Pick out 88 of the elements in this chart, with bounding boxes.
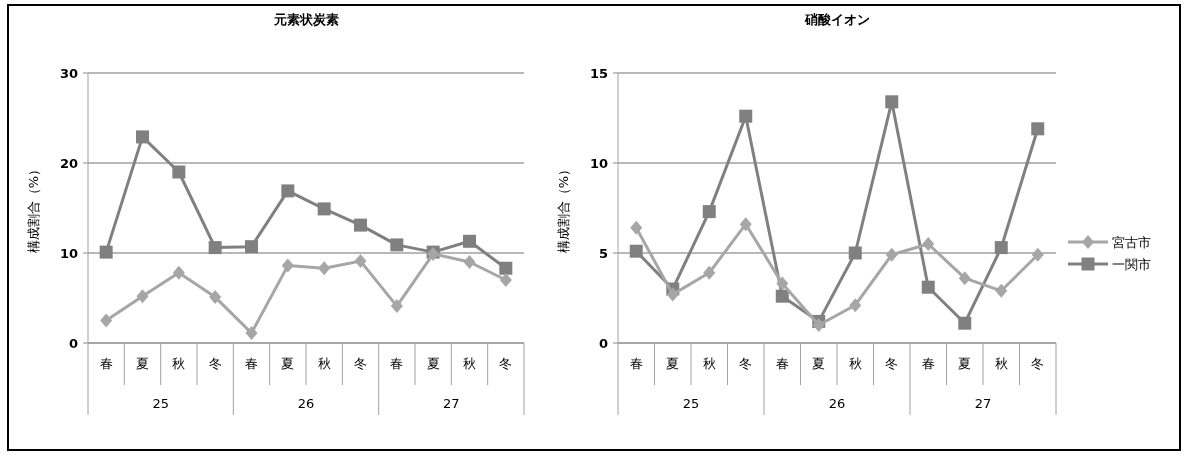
point [922,237,935,251]
x-tick-label: 冬 [499,356,513,371]
x-tick-label: 冬 [739,356,753,371]
point [99,245,113,259]
x-tick-label: 春 [629,356,643,371]
point [812,318,825,332]
point [739,217,752,232]
point [1031,122,1045,136]
point [995,283,1008,298]
x-tick-label: 秋 [994,356,1008,371]
y-tick-label: 5 [598,245,608,261]
point [245,240,258,254]
x-tick-label: 夏 [812,356,826,371]
point [281,184,295,198]
point [463,255,476,269]
x-tick-label: 夏 [281,356,295,371]
point [318,261,331,276]
chart-title: 硝酸イオン [803,12,870,27]
y-tick-label: 20 [59,155,78,171]
point [136,130,149,144]
point [354,254,367,269]
point [209,290,222,305]
point [1031,247,1044,262]
point [994,241,1008,255]
point [245,326,258,341]
text: 27 [443,396,460,411]
point [629,244,643,258]
point [958,271,971,286]
y-tick-label: 30 [59,65,78,81]
point [354,218,367,232]
point [703,265,716,280]
y-axis-title: 構成割合（%） [26,162,41,254]
x-tick-label: 秋 [317,356,331,371]
text: 25 [682,396,700,411]
point [390,238,404,252]
point [739,109,753,123]
point [921,280,935,294]
legend-label: 一関市 [1112,256,1151,272]
point [958,316,972,330]
x-tick-label: 夏 [666,356,680,371]
x-tick-label: 夏 [426,356,440,371]
x-tick-label: 秋 [848,356,862,371]
y-tick-label: 10 [59,245,78,261]
y-tick-label: 0 [68,335,78,351]
x-tick-label: 春 [775,356,789,371]
point [100,313,113,328]
point [885,247,898,262]
point [136,289,149,304]
y-axis-title: 構成割合（%） [556,162,571,254]
point [848,246,862,260]
text: 26 [297,396,315,411]
point [666,287,679,302]
point [702,205,716,219]
point [775,289,789,303]
x-tick-label: 春 [390,356,404,371]
text: 27 [974,396,992,411]
point [499,261,513,275]
point [317,202,331,216]
point [281,258,294,273]
point [208,241,222,255]
x-tick-label: 秋 [463,356,476,371]
point [463,234,476,248]
text: 25 [152,396,169,411]
point [885,95,899,109]
point [630,220,643,235]
point [172,165,186,179]
legend-label: 宮古市 [1112,234,1151,250]
x-tick-label: 冬 [354,356,367,371]
x-tick-label: 秋 [702,356,716,371]
point [849,298,862,313]
x-tick-label: 冬 [885,356,899,371]
x-tick-label: 春 [245,356,258,371]
x-tick-label: 冬 [1031,356,1045,371]
point [172,265,185,280]
x-tick-label: 春 [921,356,935,371]
point [390,299,403,314]
y-tick-label: 15 [589,65,608,81]
x-tick-label: 冬 [208,356,222,371]
point [776,276,789,291]
y-tick-label: 0 [598,335,608,351]
chart-title: 元素状炭素 [272,12,339,27]
x-tick-label: 秋 [172,356,186,371]
text: 26 [828,396,846,411]
point [499,273,512,287]
x-tick-label: 春 [99,356,113,371]
y-tick-label: 10 [589,155,608,171]
x-tick-label: 夏 [136,356,149,371]
x-tick-label: 夏 [958,356,972,371]
